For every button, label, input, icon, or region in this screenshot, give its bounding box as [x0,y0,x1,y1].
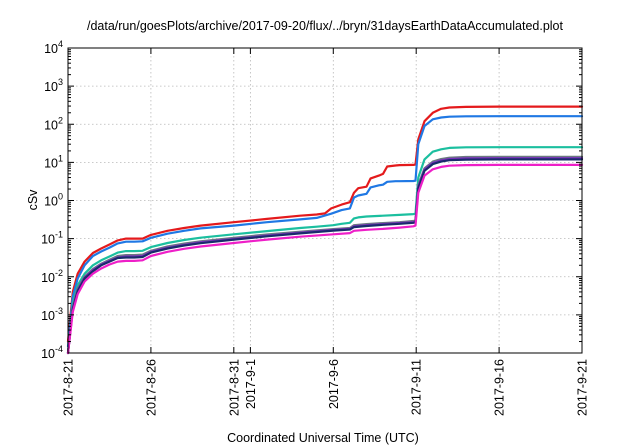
x-tick-label: 2017-8-26 [144,359,158,416]
y-tick-label: 10-4 [41,344,63,361]
series-line-3 [66,146,584,355]
series-line-6 [66,158,584,355]
y-tick-base: 10 [44,118,58,132]
y-tick-base: 10 [41,347,55,361]
x-tick-label: 2017-9-11 [410,359,424,415]
y-tick-label: 102 [44,115,63,132]
y-tick-exponent: 3 [58,77,63,87]
y-tick-label: 10-1 [41,230,63,247]
x-tick-label: 2017-9-1 [244,359,258,409]
series-layer [66,105,584,355]
y-tick-base: 10 [44,80,58,94]
y-tick-label: 103 [44,77,63,94]
y-tick-exponent: -1 [55,230,63,240]
y-tick-label: 10-2 [41,268,63,285]
chart-title: /data/run/goesPlots/archive/2017-09-20/f… [87,19,563,33]
series-line-7 [66,163,584,355]
y-tick-base: 10 [44,195,58,209]
y-tick-exponent: -4 [55,344,63,354]
y-tick-base: 10 [44,156,58,170]
y-tick-base: 10 [41,271,55,285]
x-tick-labels: 2017-8-21 2017-8-26 2017-8-31 2017-9-1 2017-… [62,359,590,416]
y-tick-exponent: 4 [58,39,63,49]
axis-ticks [67,47,583,354]
y-tick-base: 10 [41,309,55,323]
y-tick-exponent: -2 [55,268,63,278]
y-tick-exponent: 2 [58,115,63,125]
x-axis-label: Coordinated Universal Time (UTC) [227,431,419,445]
y-tick-exponent: 0 [58,192,63,202]
y-tick-label: 101 [44,153,63,170]
y-tick-label: 100 [44,192,63,209]
y-tick-base: 10 [41,233,55,247]
x-tick-label: 2017-9-21 [576,359,590,416]
y-tick-label: 10-3 [41,306,63,323]
series-line-2 [66,115,584,348]
y-axis-label: cSv [26,189,40,211]
y-tick-base: 10 [44,42,58,56]
x-tick-label: 2017-8-21 [62,359,76,416]
y-tick-exponent: 1 [58,153,63,163]
grid [68,48,582,353]
x-tick-label: 2017-9-16 [493,359,507,416]
series-line-1 [66,105,584,343]
x-tick-label: 2017-8-31 [227,359,241,416]
y-tick-exponent: -3 [55,306,63,316]
y-tick-label: 104 [44,39,63,56]
x-tick-label: 2017-9-6 [327,359,341,409]
